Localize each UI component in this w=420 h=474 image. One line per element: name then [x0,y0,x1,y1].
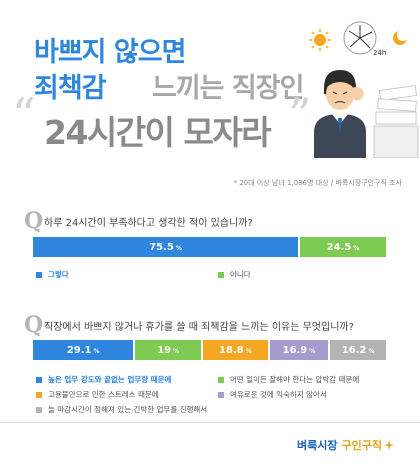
bar-unit-label: % [173,347,180,355]
clock-icon [343,21,377,55]
bar-unit-label: % [309,347,316,355]
legend-item: 여유로운 것에 익숙하지 않아서 [218,389,327,400]
legend-label: 늘 마감시간이 정해져 있는 긴박한 업무를 진행해서 [48,405,208,414]
legend-item: 어떤 일이든 잘해야 한다는 압박감 때문에 [218,374,359,385]
legend-label: 높은 업무 강도와 끝없는 업무량 때문에 [48,375,172,384]
legend-item: 고용불안으로 인한 스트레스 때문에 [36,389,159,400]
legend-item: 그렇다 [36,269,69,280]
bar-segment: 19% [135,340,201,360]
footer-divider [0,422,420,423]
title-line-2-highlight: 죄책감 [34,73,107,104]
bar-value-label: 29.1 [66,344,92,356]
bar-value-label: 18.8 [219,344,244,356]
stressed-worker-illustration: 24h [309,21,419,158]
bar-segment: 24.5% [300,237,386,257]
legend-item: 아니다 [218,269,251,280]
title-line-2-rest: 느끼는 직장인 [152,73,304,104]
brand-logo: 벼룩시장 구인구직 [297,437,394,453]
title-line-3: 24시간이 모자라 [44,113,272,152]
logo-main-text: 벼룩시장 [297,439,338,452]
legend-label: 아니다 [230,270,251,279]
question-2-text: 직장에서 바쁘지 않거나 휴가를 쓸 때 죄책감을 느끼는 이유는 무엇입니까? [44,322,354,333]
worker-figure [314,70,366,158]
bar-value-label: 16.9 [282,344,308,356]
legend-item: 늘 마감시간이 정해져 있는 긴박한 업무를 진행해서 [36,404,207,415]
bar-unit-label: % [175,244,182,252]
source-note: * 20대 이상 남녀 1,086명 대상 / 벼룩시장구인구직 조사 [233,179,402,187]
sun-icon [309,29,331,51]
bar-segment: 18.8% [202,340,268,360]
title-line-1: 바쁘지 않으면 [34,37,186,68]
question-mark-icon: Q [24,208,44,234]
logo-star-icon [384,440,394,450]
stacked-bar-chart-1: 75.5% 24.5% [33,237,386,257]
legend-swatch [36,271,42,278]
bar-unit-label: % [245,347,252,355]
question-mark-icon: Q [24,312,44,338]
question-1: Q 하루 24시간이 부족하다고 생각한 적이 있습니까? [24,208,404,234]
bar-segment: 16.2% [330,340,386,360]
moon-icon [393,29,409,45]
close-quote-mark: ” [288,88,312,142]
stacked-bar-chart-2: 29.1% 19% 18.8% 16.9% 16.2% [33,340,386,360]
bar-segment: 16.9% [269,340,329,360]
bar-value-label: 19 [157,344,172,356]
legend-label: 그렇다 [48,270,69,279]
logo-sub-text: 구인구직 [341,439,382,452]
legend-swatch [218,376,224,383]
clock-label: 24h [373,49,386,57]
question-2: Q 직장에서 바쁘지 않거나 휴가를 쓸 때 죄책감을 느끼는 이유는 무엇입니… [24,312,404,338]
legend-label: 어떤 일이든 잘해야 한다는 압박감 때문에 [230,375,360,384]
bar-segment: 75.5% [33,237,298,257]
bar-segment: 29.1% [33,340,134,360]
open-quote-mark: “ [12,88,36,142]
paper-stack [373,85,419,158]
bar-unit-label: % [93,347,100,355]
legend-label: 여유로운 것에 익숙하지 않아서 [230,390,327,399]
legend-swatch [36,376,42,383]
legend-label: 고용불안으로 인한 스트레스 때문에 [48,390,159,399]
legend-swatch [36,391,42,398]
bar-value-label: 75.5 [149,241,174,253]
header: 바쁘지 않으면 죄책감 느끼는 직장인 “ 24시간이 모자라 ” [0,0,420,175]
bar-value-label: 16.2 [341,344,367,356]
legend-swatch [36,406,42,413]
bar-unit-label: % [368,347,375,355]
bar-value-label: 24.5 [326,241,352,253]
legend-item: 높은 업무 강도와 끝없는 업무량 때문에 [36,374,171,385]
legend-swatch [218,271,224,278]
bar-unit-label: % [353,244,360,252]
question-1-text: 하루 24시간이 부족하다고 생각한 적이 있습니까? [44,218,253,229]
legend-swatch [218,391,224,398]
